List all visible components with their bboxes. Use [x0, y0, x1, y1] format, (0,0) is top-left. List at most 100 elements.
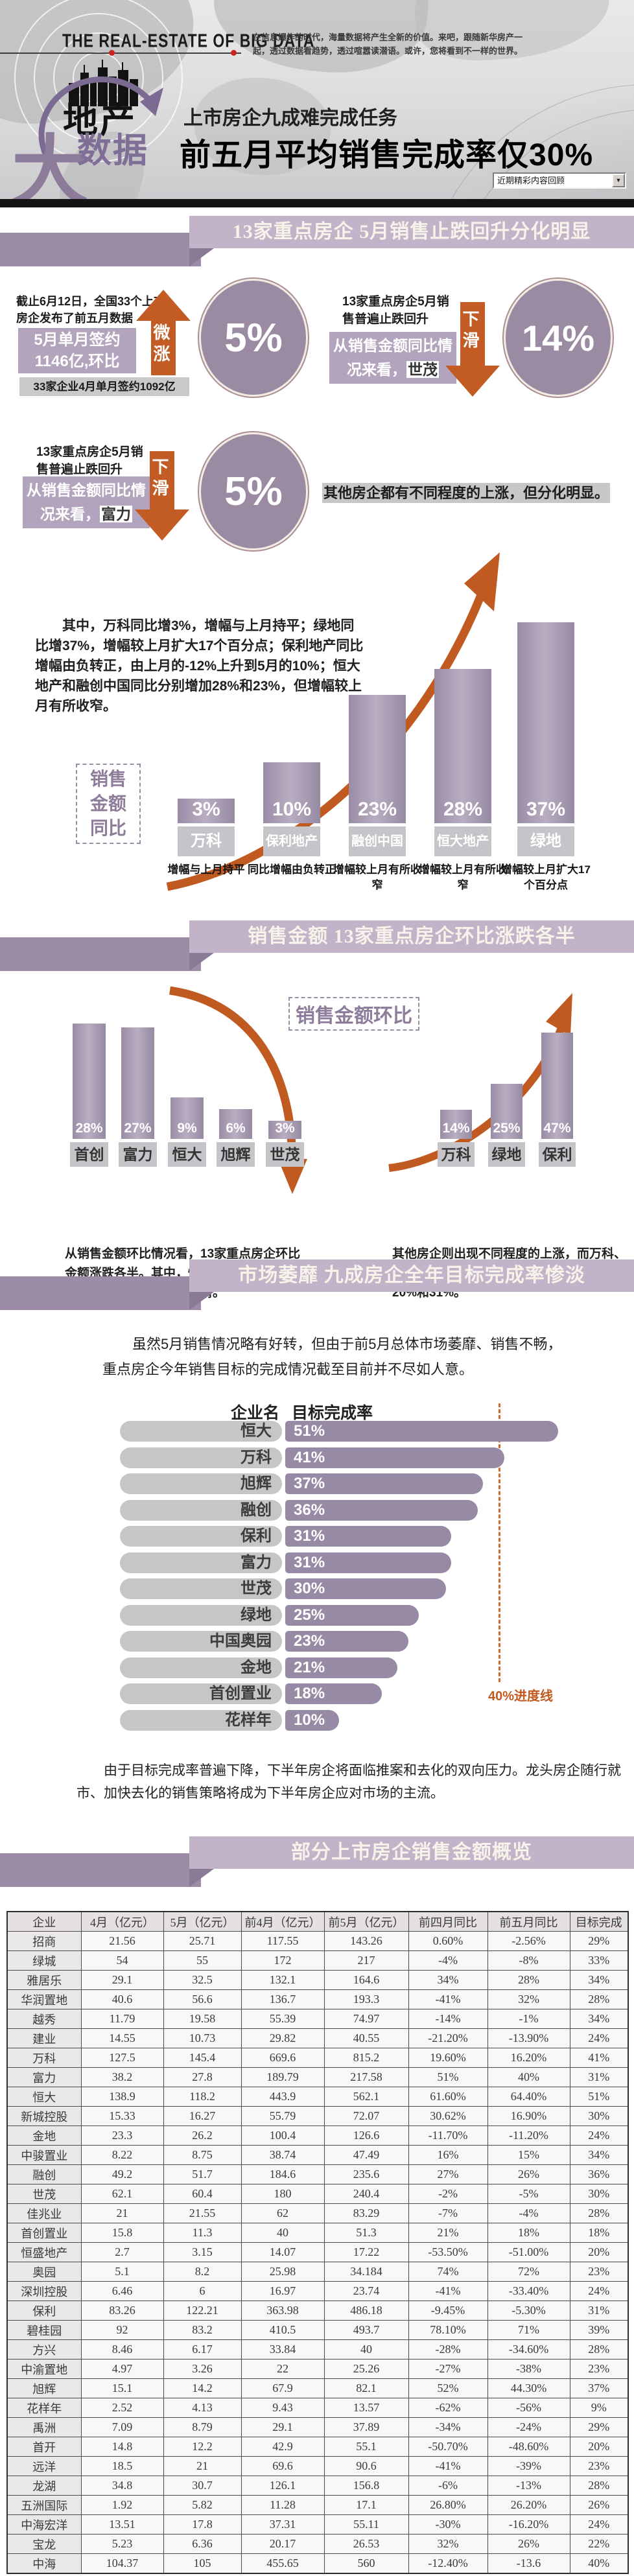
target-row-name: 恒大: [120, 1421, 282, 1442]
table-cell-value: 21: [80, 2203, 164, 2223]
table-cell-company: 宝龙: [6, 2534, 82, 2554]
table-cell-value: -13%: [487, 2476, 570, 2496]
table-cell-value: -4%: [408, 1950, 488, 1971]
table-cell-company: 中海宏洋: [6, 2514, 82, 2535]
table-cell-value: -51.00%: [487, 2242, 570, 2262]
recent-content-dropdown[interactable]: 近期精彩内容回顾 ▼: [493, 172, 626, 189]
section3-banner-underlay: [0, 1276, 201, 1310]
table-cell-value: 40: [241, 2223, 325, 2243]
table-cell-value: 38.74: [241, 2145, 325, 2165]
section2-banner-fold: [189, 953, 214, 971]
table-row: 旭辉 15.1 14.2 67.9 82.1 52% 44.30% 37%: [6, 2378, 629, 2398]
table-cell-value: 17.1: [323, 2495, 409, 2515]
table-cell-value: 28%: [487, 1970, 570, 1990]
table-cell-value: 27%: [408, 2164, 488, 2184]
table-cell-value: 40%: [569, 2553, 629, 2574]
table-cell-value: 26%: [487, 2164, 570, 2184]
yoy-bar-value: 23%: [357, 799, 397, 820]
mom-decline-bar: 6%: [219, 1109, 252, 1139]
table-cell-company: 融创: [6, 2164, 82, 2184]
table-row: 深圳控股 6.46 6 16.97 23.74 -41% -33.40% 24%: [6, 2281, 629, 2301]
s1-row1-right-stat: 14%: [504, 279, 613, 397]
table-cell-company: 保利: [6, 2301, 82, 2321]
mom-rise-value: 47%: [543, 1121, 571, 1136]
table-cell-value: -41%: [408, 2281, 488, 2301]
table-cell-company: 禹洲: [6, 2417, 82, 2437]
progress-reference-line: [499, 1403, 500, 1682]
table-cell-value: 184.6: [241, 2164, 325, 2184]
table-cell-value: 34%: [569, 2145, 629, 2165]
table-cell-value: 815.2: [323, 2048, 409, 2068]
table-cell-value: 13.57: [323, 2398, 409, 2418]
target-row-bar: 31%: [285, 1526, 451, 1547]
table-cell-value: 34.184: [323, 2262, 409, 2282]
table-cell-value: 31%: [569, 2067, 629, 2087]
table-cell-value: 132.1: [241, 1970, 325, 1990]
yoy-bar-note: 增幅与上月持平: [167, 863, 245, 876]
table-cell-value: 6: [163, 2281, 242, 2301]
table-cell-value: 217.58: [323, 2067, 409, 2087]
mom-rise-category: 保利: [539, 1142, 576, 1167]
table-cell-value: 12.2: [163, 2437, 242, 2457]
table-cell-value: 15.33: [80, 2106, 164, 2126]
table-cell-value: 486.18: [323, 2301, 409, 2321]
table-row: 恒大 138.9 118.2 443.9 562.1 61.60% 64.40% 51%: [6, 2087, 629, 2107]
logo-word-da: 大: [12, 129, 89, 199]
yoy-bar: 28%: [434, 669, 491, 823]
table-cell-value: 28%: [569, 2476, 629, 2496]
table-cell-value: -48.60%: [487, 2437, 570, 2457]
table-cell-value: 13.51: [80, 2514, 164, 2535]
section4-banner-underlay: [0, 1853, 201, 1887]
table-cell-value: 21.55: [163, 2203, 242, 2223]
table-cell-value: -27%: [408, 2359, 488, 2379]
table-cell-value: 16.20%: [487, 2048, 570, 2068]
target-row-name: 花样年: [120, 1710, 282, 1731]
yoy-bar-note: 增幅较上月有所收窄: [333, 863, 421, 891]
table-cell-value: 5.23: [80, 2534, 164, 2554]
dropdown-value: 近期精彩内容回顾: [497, 176, 565, 185]
table-cell-value: 118.2: [163, 2087, 242, 2107]
progress-line-label: 40%进度线: [488, 1689, 554, 1704]
table-cell-value: 29.1: [241, 2417, 325, 2437]
table-cell-value: 105: [163, 2553, 242, 2574]
table-row: 佳兆业 21 21.55 62 83.29 -7% -4% 28%: [6, 2203, 629, 2223]
table-cell-value: -14%: [408, 2009, 488, 2029]
chevron-down-icon[interactable]: ▼: [612, 174, 625, 187]
yoy-bar: 3%: [178, 799, 235, 823]
yoy-bar-category: 融创中国: [349, 826, 406, 856]
table-cell-company: 深圳控股: [6, 2281, 82, 2301]
table-cell-value: 138.9: [80, 2087, 164, 2107]
table-cell-value: 61.60%: [408, 2087, 488, 2107]
table-cell-value: 14.8: [80, 2437, 164, 2457]
table-cell-value: 64.40%: [487, 2087, 570, 2107]
table-column-header: 目标完成: [569, 1911, 629, 1932]
down-arrow-icon: 下滑: [135, 451, 189, 541]
target-row-bar: 10%: [285, 1710, 339, 1731]
table-cell-value: 25.26: [323, 2359, 409, 2379]
table-cell-company: 雅居乐: [6, 1970, 82, 1990]
table-cell-value: -12.40%: [408, 2553, 488, 2574]
table-cell-value: -53.50%: [408, 2242, 488, 2262]
skyline-antenna: [84, 65, 85, 74]
table-cell-value: 74%: [408, 2262, 488, 2282]
target-row-bar: 30%: [285, 1578, 446, 1599]
mom-rise-category: 绿地: [488, 1142, 525, 1167]
table-cell-value: 217: [323, 1950, 409, 1971]
table-cell-value: -38%: [487, 2359, 570, 2379]
table-cell-value: -62%: [408, 2398, 488, 2418]
table-row: 花样年 2.52 4.13 9.43 13.57 -62% -56% 9%: [6, 2398, 629, 2418]
table-cell-value: 15.8: [80, 2223, 164, 2243]
table-cell-value: 18.5: [80, 2456, 164, 2476]
table-cell-value: 363.98: [241, 2301, 325, 2321]
table-cell-value: 122.21: [163, 2301, 242, 2321]
table-cell-value: 19.58: [163, 2009, 242, 2029]
s3-col-header-value: 目标完成率: [292, 1404, 373, 1422]
logo-word-shuju: 数据: [77, 132, 148, 170]
target-row-name: 绿地: [120, 1605, 282, 1626]
table-cell-value: 30%: [569, 2106, 629, 2126]
world-map-graphic: [194, 78, 331, 175]
s1-row2-note: 13家重点房企5月销售普遍止跌回升: [36, 445, 143, 476]
table-cell-value: 193.3: [323, 1989, 409, 2009]
table-cell-value: -8%: [487, 1950, 570, 1971]
table-cell-value: 156.8: [323, 2476, 409, 2496]
